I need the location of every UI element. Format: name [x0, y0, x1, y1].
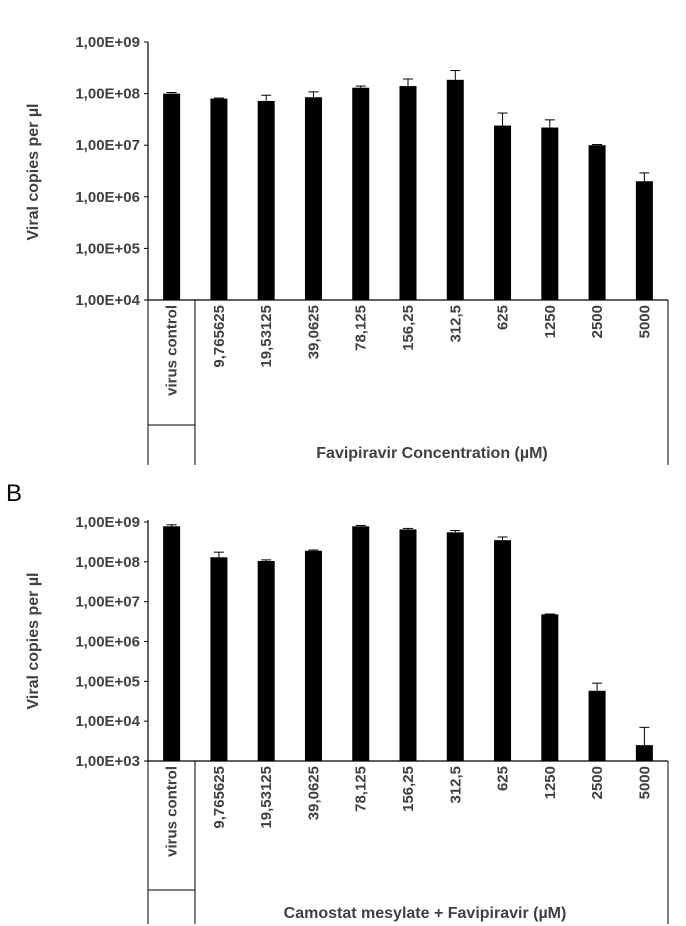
- panel-a-bar: [257, 100, 275, 300]
- panel-b-bar: [541, 614, 559, 761]
- panel-b-bar: [352, 526, 370, 761]
- panel-a-error-bars: [166, 70, 650, 182]
- panel-a-bars: [163, 79, 653, 301]
- panel-a-category-label: 2500: [589, 305, 606, 338]
- panel-a-yticks: 1,00E+04 1,00E+05 1,00E+06 1,00E+07 1,00E+08…: [75, 34, 148, 309]
- panel-a-ylabel: Viral copies per µl: [25, 104, 42, 241]
- panel-b-category-label: virus control: [164, 766, 181, 857]
- panel-b-yticks: 1,00E+03 1,00E+04 1,00E+05 1,00E+06 1,00E+07…: [75, 514, 148, 770]
- panel-a-bar: [352, 87, 370, 300]
- panel-a-bar: [163, 93, 181, 300]
- panel-b-category-label: 156,25: [400, 766, 417, 812]
- panel-a-category-labels: virus control 9,765625 19,53125 39,0625 78,1…: [164, 305, 654, 396]
- panel-a-category-label: 5000: [636, 305, 653, 338]
- panel-a-bar: [494, 125, 512, 300]
- panel-b-category-label: 78,125: [353, 766, 370, 812]
- panel-b-bar: [494, 540, 512, 761]
- panel-b-category-label: 312,5: [447, 766, 464, 804]
- panel-a-bar: [541, 127, 559, 300]
- panel-a-chart: Viral copies per µl 1,00E+041,00E+051,00…: [25, 34, 669, 465]
- panel-b-bar: [210, 557, 228, 761]
- panel-b-ytick-label: 1,00E+07: [75, 594, 140, 611]
- panel-a-ytick-label: 1,00E+07: [75, 137, 140, 154]
- panel-b-category-label: 625: [495, 766, 512, 791]
- panel-a-ytick-label: 1,00E+06: [75, 189, 140, 206]
- panel-b-letter: B: [6, 480, 22, 507]
- panel-a-category-label: virus control: [164, 305, 181, 396]
- panel-b-category-label: 19,53125: [258, 766, 275, 829]
- panel-a-category-label: 39,0625: [305, 305, 322, 359]
- panel-b-ytick-label: 1,00E+08: [75, 554, 140, 571]
- panel-b-bar: [635, 745, 653, 761]
- panel-a-bar: [446, 79, 464, 301]
- panel-b-bar: [446, 532, 464, 761]
- panel-a-xlabel: Favipiravir Concentration (µM): [316, 445, 547, 462]
- panel-b-ytick-label: 1,00E+06: [75, 634, 140, 651]
- panel-b-xlabel: Camostat mesylate + Favipiravir (µM): [284, 905, 567, 922]
- panel-a-ytick-label: 1,00E+08: [75, 86, 140, 103]
- panel-b-category-label: 5000: [636, 766, 653, 799]
- panel-a-bar: [304, 97, 322, 301]
- panel-a-ytick-label: 1,00E+09: [75, 34, 140, 51]
- panel-a-bar: [399, 86, 417, 301]
- panel-b-chart: Viral copies per µl 1,00E+031,00E+041,00…: [25, 514, 669, 924]
- panel-b-bar: [257, 560, 275, 761]
- panel-a-category-label: 625: [495, 305, 512, 330]
- panel-b-bar: [588, 690, 606, 761]
- panel-b-bar: [304, 550, 322, 761]
- panel-b-ylabel: Viral copies per µl: [25, 573, 42, 710]
- panel-b-bars: [163, 526, 653, 761]
- panel-b-category-label: 39,0625: [305, 766, 322, 820]
- panel-a-category-label: 312,5: [447, 305, 464, 343]
- panel-b-ytick-label: 1,00E+05: [75, 673, 140, 690]
- panel-b-ytick-label: 1,00E+09: [75, 514, 140, 531]
- panel-a-ytick-label: 1,00E+05: [75, 240, 140, 257]
- panel-a-category-label: 19,53125: [258, 305, 275, 368]
- panel-b-category-label: 9,765625: [211, 766, 228, 829]
- panel-b-category-labels: virus control 9,765625 19,53125 39,0625 78,1…: [164, 766, 654, 857]
- panel-b-bar: [399, 529, 417, 761]
- panel-b-category-label: 2500: [589, 766, 606, 799]
- panel-a-ytick-label: 1,00E+04: [75, 292, 140, 309]
- panel-a-bar: [210, 98, 228, 300]
- panel-a-category-label: 9,765625: [211, 305, 228, 368]
- panel-b-error-bars: [166, 524, 650, 746]
- panel-a-bar: [635, 181, 653, 300]
- panel-a-category-label: 156,25: [400, 305, 417, 351]
- panel-a-category-label: 1250: [542, 305, 559, 338]
- panel-b-category-label: 1250: [542, 766, 559, 799]
- panel-a-category-label: 78,125: [353, 305, 370, 351]
- panel-b-ytick-label: 1,00E+04: [75, 713, 140, 730]
- panel-a-bar: [588, 145, 606, 300]
- panel-b-bar: [163, 526, 181, 761]
- panel-b-ytick-label: 1,00E+03: [75, 753, 140, 770]
